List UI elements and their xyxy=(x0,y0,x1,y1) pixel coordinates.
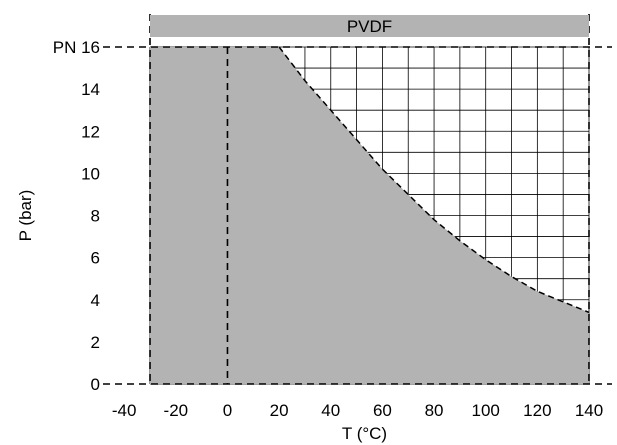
y-tick-label: 14 xyxy=(81,80,100,99)
x-tick-label: 0 xyxy=(223,401,232,420)
x-tick-label: 140 xyxy=(575,401,603,420)
reference-lines xyxy=(103,14,612,385)
x-axis-label: T (°C) xyxy=(342,424,387,443)
x-tick-label: 20 xyxy=(270,401,289,420)
y-axis-ticks: 0 2 4 6 8 10 12 14 PN 16 xyxy=(53,38,100,394)
y-tick-label: 10 xyxy=(81,164,100,183)
x-tick-label: 100 xyxy=(472,401,500,420)
y-tick-label: 0 xyxy=(91,375,100,394)
x-axis-ticks: -40 -20 0 20 40 60 80 100 120 140 xyxy=(112,401,603,420)
y-tick-label: 4 xyxy=(91,291,100,310)
material-banner xyxy=(150,15,589,37)
operating-area xyxy=(150,47,589,384)
x-tick-label: 80 xyxy=(425,401,444,420)
y-axis-label: P (bar) xyxy=(16,190,35,242)
x-tick-label: -40 xyxy=(112,401,137,420)
x-tick-label: 40 xyxy=(321,401,340,420)
x-tick-label: -20 xyxy=(164,401,189,420)
x-tick-label: 60 xyxy=(373,401,392,420)
y-tick-label: 12 xyxy=(81,122,100,141)
x-tick-label: 120 xyxy=(523,401,551,420)
chart-title: PVDF xyxy=(347,17,392,36)
y-tick-label: 6 xyxy=(91,249,100,268)
pressure-curve-line xyxy=(278,46,590,314)
y-tick-label: 2 xyxy=(91,333,100,352)
y-tick-label: 8 xyxy=(91,207,100,226)
y-tick-label: PN 16 xyxy=(53,38,100,57)
